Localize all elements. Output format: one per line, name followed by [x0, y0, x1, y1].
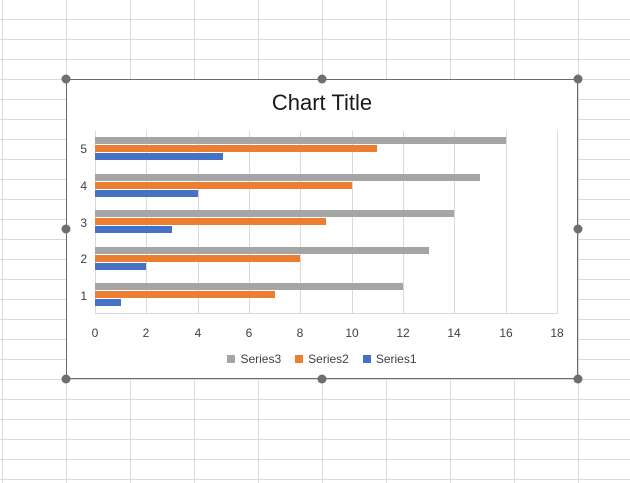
- bar-series2-cat-3[interactable]: [95, 218, 326, 226]
- legend-swatch-icon: [227, 355, 236, 363]
- x-tick-label: 16: [499, 326, 513, 340]
- resize-handle-s[interactable]: [317, 374, 327, 384]
- gridline: [557, 131, 558, 314]
- bar-series2-cat-1[interactable]: [95, 291, 275, 299]
- resize-handle-w[interactable]: [61, 224, 71, 234]
- bar-series3-cat-1[interactable]: [95, 283, 403, 291]
- gridline: [454, 131, 455, 314]
- x-axis-line: [95, 313, 557, 314]
- x-tick-label: 4: [194, 326, 202, 340]
- bar-series2-cat-4[interactable]: [95, 181, 352, 189]
- x-tick-label: 2: [142, 326, 150, 340]
- legend-item-series2[interactable]: Series2: [295, 352, 349, 366]
- bar-series3-cat-3[interactable]: [95, 210, 454, 218]
- x-tick-label: 14: [447, 326, 461, 340]
- resize-handle-ne[interactable]: [573, 74, 583, 84]
- y-tick-label: 5: [80, 142, 87, 157]
- resize-handle-e[interactable]: [573, 224, 583, 234]
- x-tick-label: 18: [550, 326, 564, 340]
- y-tick-label: 4: [80, 178, 87, 193]
- x-tick-label: 0: [91, 326, 99, 340]
- legend-label: Series3: [240, 352, 282, 366]
- legend-swatch-icon: [362, 355, 371, 363]
- gridline: [403, 131, 404, 314]
- bar-series2-cat-2[interactable]: [95, 254, 300, 262]
- bar-series1-cat-2[interactable]: [95, 262, 146, 270]
- legend-label: Series1: [375, 352, 417, 366]
- chart-legend[interactable]: Series3 Series2 Series1: [67, 352, 577, 366]
- plot-area[interactable]: [95, 131, 558, 314]
- bar-series1-cat-3[interactable]: [95, 226, 172, 234]
- x-tick-label: 6: [245, 326, 253, 340]
- legend-item-series3[interactable]: Series3: [227, 352, 281, 366]
- legend-item-series1[interactable]: Series1: [362, 352, 417, 366]
- y-tick-label: 3: [80, 215, 87, 230]
- y-tick-label: 1: [80, 288, 87, 303]
- x-tick-label: 10: [345, 326, 359, 340]
- gridline: [506, 131, 507, 314]
- resize-handle-n[interactable]: [317, 74, 327, 84]
- x-tick-label: 12: [396, 326, 410, 340]
- resize-handle-se[interactable]: [573, 374, 583, 384]
- bar-series1-cat-5[interactable]: [95, 153, 223, 160]
- bar-series1-cat-4[interactable]: [95, 189, 198, 197]
- legend-label: Series2: [308, 352, 349, 366]
- chart-title[interactable]: Chart Title: [271, 90, 373, 115]
- legend-swatch-icon: [295, 355, 304, 363]
- resize-handle-nw[interactable]: [61, 74, 71, 84]
- resize-handle-sw[interactable]: [61, 374, 71, 384]
- bar-series2-cat-5[interactable]: [95, 145, 377, 152]
- bar-series3-cat-4[interactable]: [95, 173, 480, 181]
- bar-series3-cat-2[interactable]: [95, 246, 429, 254]
- y-tick-label: 2: [80, 252, 87, 267]
- bar-series3-cat-5[interactable]: [95, 137, 506, 144]
- bar-series1-cat-1[interactable]: [95, 299, 121, 307]
- x-tick-label: 8: [296, 326, 304, 340]
- gridline: [352, 131, 353, 314]
